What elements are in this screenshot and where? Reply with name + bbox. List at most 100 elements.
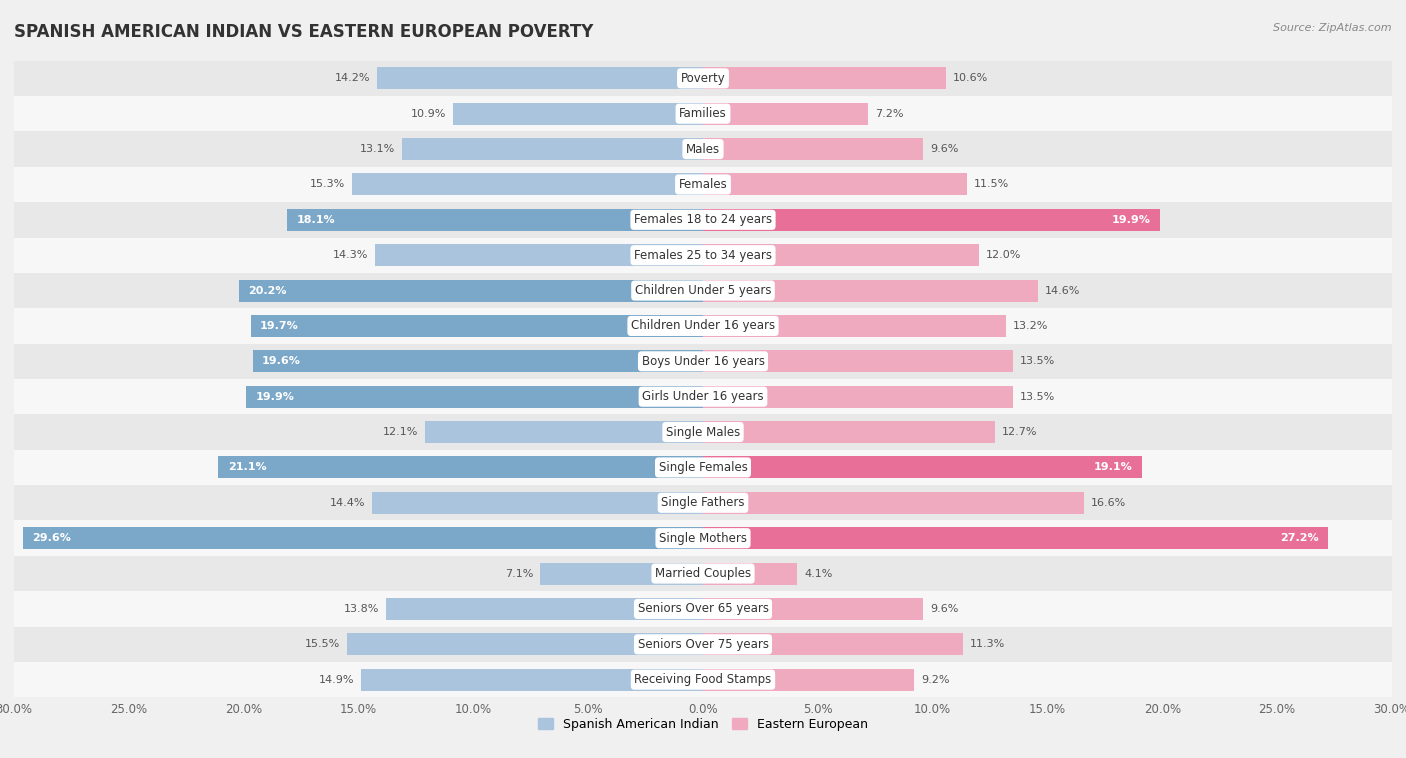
Bar	[703, 456, 1142, 478]
Text: Boys Under 16 years: Boys Under 16 years	[641, 355, 765, 368]
Bar	[703, 528, 1327, 549]
Bar	[374, 244, 703, 266]
Bar	[703, 244, 979, 266]
Text: 13.5%: 13.5%	[1019, 392, 1054, 402]
Text: Males: Males	[686, 143, 720, 155]
Text: 7.2%: 7.2%	[875, 108, 904, 119]
Text: 12.1%: 12.1%	[382, 427, 418, 437]
Text: 14.3%: 14.3%	[332, 250, 368, 260]
Bar	[453, 103, 703, 124]
Text: 14.4%: 14.4%	[330, 498, 366, 508]
Bar	[361, 669, 703, 691]
Text: 19.7%: 19.7%	[260, 321, 298, 331]
Bar	[352, 174, 703, 196]
Bar	[14, 202, 1392, 237]
Bar	[14, 61, 1392, 96]
Bar	[253, 350, 703, 372]
Text: 12.0%: 12.0%	[986, 250, 1021, 260]
Bar	[14, 521, 1392, 556]
Bar	[14, 485, 1392, 521]
Bar	[377, 67, 703, 89]
Bar	[703, 103, 869, 124]
Text: Source: ZipAtlas.com: Source: ZipAtlas.com	[1274, 23, 1392, 33]
Text: Married Couples: Married Couples	[655, 567, 751, 580]
Text: 19.9%: 19.9%	[1112, 215, 1152, 225]
Text: 13.2%: 13.2%	[1012, 321, 1049, 331]
Bar	[14, 415, 1392, 449]
Text: 4.1%: 4.1%	[804, 568, 832, 578]
Bar	[703, 492, 1084, 514]
Bar	[703, 386, 1012, 408]
Bar	[14, 556, 1392, 591]
Bar	[703, 669, 914, 691]
Text: 27.2%: 27.2%	[1279, 533, 1319, 543]
Text: 9.2%: 9.2%	[921, 675, 949, 684]
Bar	[24, 528, 703, 549]
Text: Single Males: Single Males	[666, 425, 740, 439]
Bar	[287, 209, 703, 230]
Bar	[703, 421, 994, 443]
Text: 12.7%: 12.7%	[1001, 427, 1038, 437]
Text: 16.6%: 16.6%	[1091, 498, 1126, 508]
Text: 13.8%: 13.8%	[344, 604, 380, 614]
Bar	[14, 237, 1392, 273]
Bar	[14, 343, 1392, 379]
Text: Single Mothers: Single Mothers	[659, 531, 747, 545]
Legend: Spanish American Indian, Eastern European: Spanish American Indian, Eastern Europea…	[533, 713, 873, 736]
Bar	[703, 209, 1160, 230]
Bar	[347, 634, 703, 655]
Text: 15.3%: 15.3%	[309, 180, 344, 190]
Text: 13.5%: 13.5%	[1019, 356, 1054, 366]
Text: 14.9%: 14.9%	[318, 675, 354, 684]
Text: Females: Females	[679, 178, 727, 191]
Bar	[703, 280, 1038, 302]
Text: 14.6%: 14.6%	[1045, 286, 1081, 296]
Text: Seniors Over 75 years: Seniors Over 75 years	[637, 637, 769, 651]
Text: 29.6%: 29.6%	[32, 533, 72, 543]
Bar	[246, 386, 703, 408]
Text: Families: Families	[679, 107, 727, 121]
Bar	[703, 315, 1007, 337]
Text: Single Females: Single Females	[658, 461, 748, 474]
Text: Single Fathers: Single Fathers	[661, 496, 745, 509]
Text: 9.6%: 9.6%	[931, 144, 959, 154]
Text: Seniors Over 65 years: Seniors Over 65 years	[637, 603, 769, 615]
Text: Poverty: Poverty	[681, 72, 725, 85]
Bar	[14, 379, 1392, 415]
Bar	[14, 96, 1392, 131]
Bar	[14, 131, 1392, 167]
Text: Children Under 5 years: Children Under 5 years	[634, 284, 772, 297]
Text: Receiving Food Stamps: Receiving Food Stamps	[634, 673, 772, 686]
Bar	[14, 627, 1392, 662]
Bar	[14, 167, 1392, 202]
Text: 11.3%: 11.3%	[969, 639, 1005, 650]
Text: Girls Under 16 years: Girls Under 16 years	[643, 390, 763, 403]
Text: 13.1%: 13.1%	[360, 144, 395, 154]
Text: 19.1%: 19.1%	[1094, 462, 1132, 472]
Bar	[703, 138, 924, 160]
Bar	[703, 598, 924, 620]
Bar	[703, 634, 963, 655]
Bar	[14, 273, 1392, 309]
Text: 18.1%: 18.1%	[297, 215, 335, 225]
Bar	[703, 67, 946, 89]
Text: Children Under 16 years: Children Under 16 years	[631, 319, 775, 333]
Bar	[703, 350, 1012, 372]
Bar	[218, 456, 703, 478]
Bar	[373, 492, 703, 514]
Text: Females 18 to 24 years: Females 18 to 24 years	[634, 213, 772, 227]
Bar	[239, 280, 703, 302]
Text: 10.9%: 10.9%	[411, 108, 446, 119]
Text: 15.5%: 15.5%	[305, 639, 340, 650]
Bar	[425, 421, 703, 443]
Bar	[387, 598, 703, 620]
Bar	[703, 562, 797, 584]
Text: 14.2%: 14.2%	[335, 74, 370, 83]
Text: 20.2%: 20.2%	[249, 286, 287, 296]
Bar	[402, 138, 703, 160]
Text: 19.9%: 19.9%	[256, 392, 294, 402]
Text: 21.1%: 21.1%	[228, 462, 266, 472]
Bar	[540, 562, 703, 584]
Bar	[14, 662, 1392, 697]
Text: SPANISH AMERICAN INDIAN VS EASTERN EUROPEAN POVERTY: SPANISH AMERICAN INDIAN VS EASTERN EUROP…	[14, 23, 593, 41]
